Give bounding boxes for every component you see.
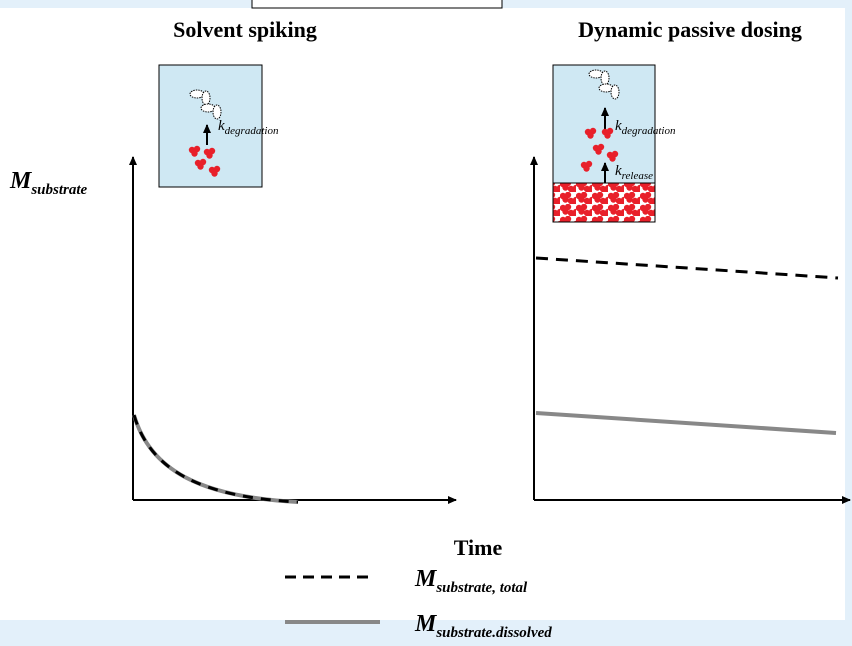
rate-label: kdegradation (615, 118, 676, 137)
y-axis-label: Msubstrate (9, 168, 88, 198)
dissolved-line (535, 411, 837, 435)
total-curve (132, 414, 299, 504)
panel-title: Solvent spiking (173, 17, 317, 42)
text: k (615, 163, 622, 179)
x-axis-label: Time (454, 535, 503, 560)
text: substrate (30, 182, 87, 198)
total-line (535, 256, 839, 280)
polymer (552, 182, 656, 223)
legend-label: Msubstrate.dissolved (414, 611, 552, 641)
top-box (251, 0, 503, 9)
text: release (622, 170, 653, 182)
text: k (615, 118, 622, 134)
legend-label: Msubstrate, total (414, 566, 528, 596)
rate-label: kdegradation (218, 118, 279, 137)
text: substrate.dissolved (435, 625, 552, 641)
text: M (414, 611, 438, 637)
text: M (414, 566, 438, 592)
text: degradation (225, 125, 279, 137)
panel-title: Dynamic passive dosing (578, 17, 802, 42)
rate-label: krelease (615, 163, 653, 182)
background (0, 8, 845, 620)
text: k (218, 118, 225, 134)
text: substrate, total (435, 580, 528, 596)
text: degradation (622, 125, 676, 137)
text: M (9, 168, 33, 194)
